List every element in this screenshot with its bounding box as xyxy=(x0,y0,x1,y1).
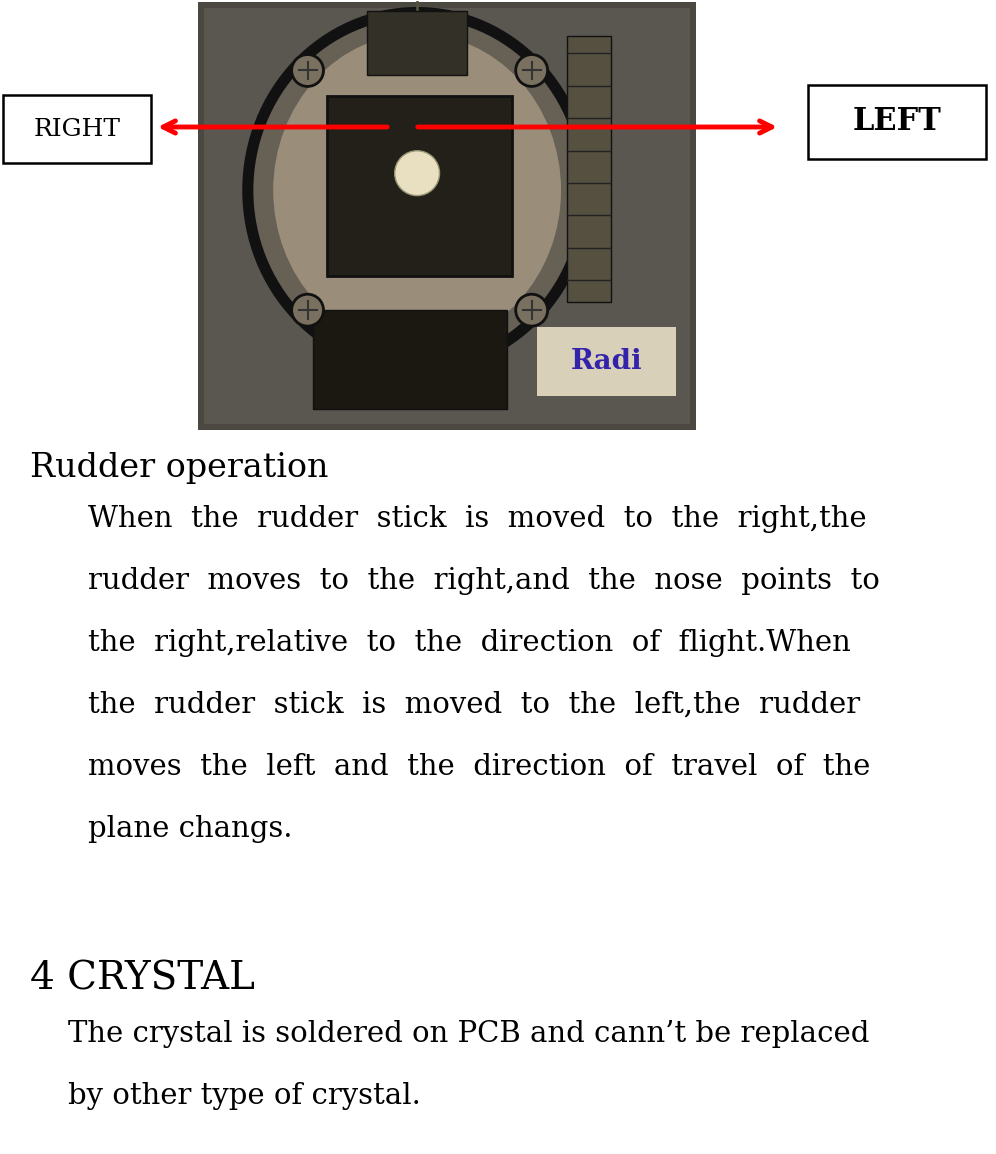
Bar xyxy=(567,36,612,301)
Text: plane changs.: plane changs. xyxy=(88,815,293,844)
Text: When  the  rudder  stick  is  moved  to  the  right,the: When the rudder stick is moved to the ri… xyxy=(88,505,867,533)
Text: Rudder operation: Rudder operation xyxy=(30,452,329,484)
Text: 4 CRYSTAL: 4 CRYSTAL xyxy=(30,960,255,997)
Circle shape xyxy=(292,294,324,327)
Text: moves  the  left  and  the  direction  of  travel  of  the: moves the left and the direction of trav… xyxy=(88,754,871,781)
Text: RIGHT: RIGHT xyxy=(34,118,121,141)
Text: LEFT: LEFT xyxy=(853,106,941,137)
Circle shape xyxy=(516,54,548,87)
Text: Radi: Radi xyxy=(571,349,642,375)
Circle shape xyxy=(292,54,324,87)
Text: the  rudder  stick  is  moved  to  the  left,the  rudder: the rudder stick is moved to the left,th… xyxy=(88,691,861,719)
Bar xyxy=(368,10,467,75)
Bar xyxy=(313,310,507,409)
Bar xyxy=(808,85,986,159)
Bar xyxy=(3,95,151,163)
Text: rudder  moves  to  the  right,and  the  nose  points  to: rudder moves to the right,and the nose p… xyxy=(88,567,879,595)
Text: the  right,relative  to  the  direction  of  flight.When: the right,relative to the direction of f… xyxy=(88,629,851,657)
Bar xyxy=(537,328,676,396)
Bar xyxy=(198,2,696,430)
Ellipse shape xyxy=(273,33,561,347)
Circle shape xyxy=(516,294,548,327)
Text: The crystal is soldered on PCB and cann’t be replaced: The crystal is soldered on PCB and cann’… xyxy=(68,1020,870,1048)
Text: by other type of crystal.: by other type of crystal. xyxy=(68,1082,421,1110)
Ellipse shape xyxy=(248,13,587,368)
Circle shape xyxy=(394,151,439,196)
Bar xyxy=(328,96,512,276)
Bar xyxy=(204,8,690,424)
